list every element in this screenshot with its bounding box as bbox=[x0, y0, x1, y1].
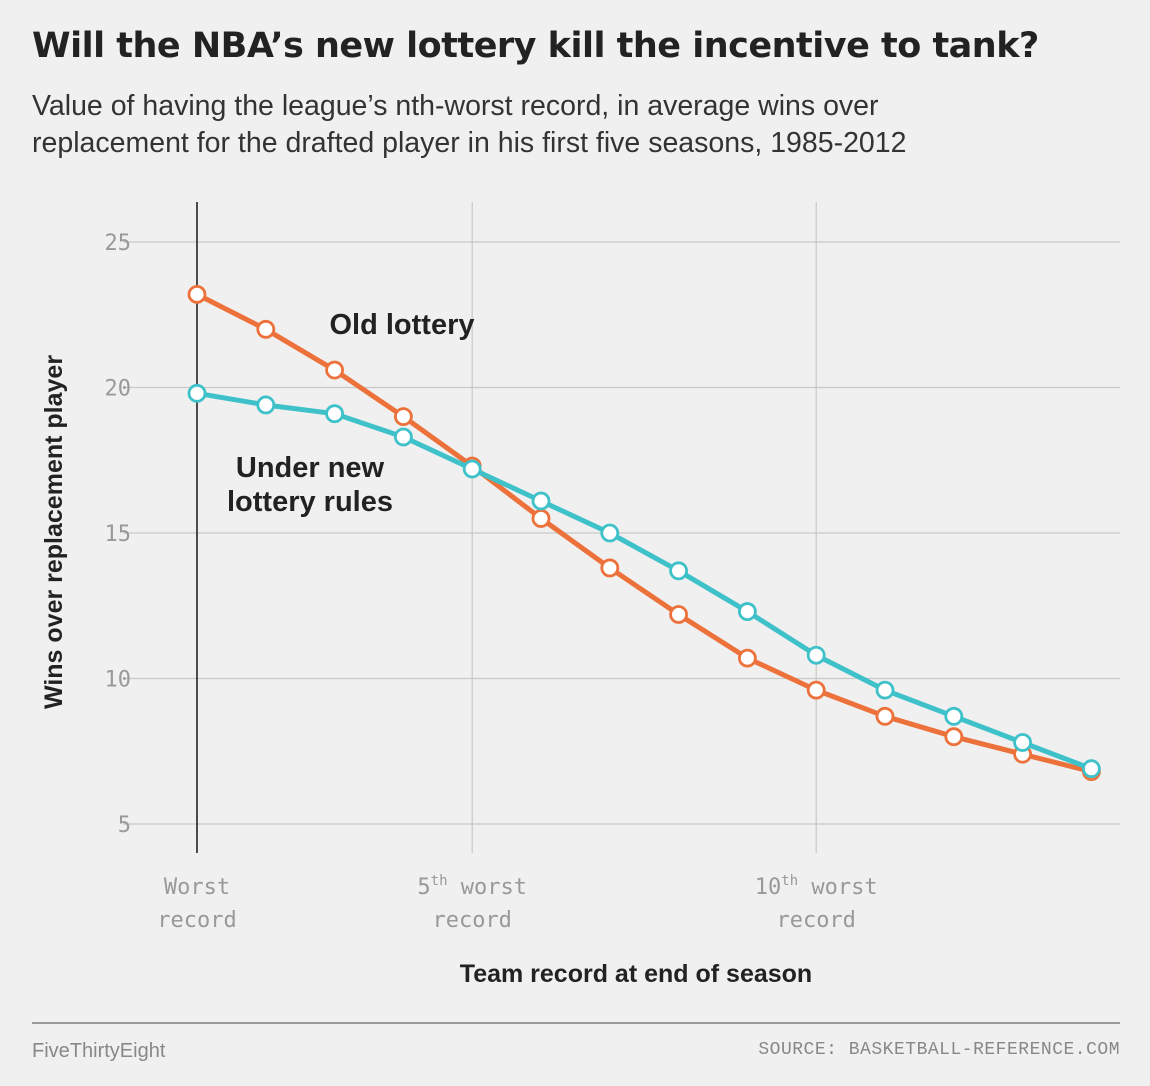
chart-title: Will the NBA’s new lottery kill the ince… bbox=[32, 26, 1039, 66]
y-tick-label: 15 bbox=[105, 522, 132, 547]
x-tick-label: Worst bbox=[164, 875, 230, 900]
data-point bbox=[669, 561, 688, 581]
data-point bbox=[944, 727, 964, 747]
x-tick-label-line2: record bbox=[776, 908, 855, 933]
data-point bbox=[1082, 759, 1101, 779]
data-point bbox=[462, 459, 482, 479]
y-tick-label: 5 bbox=[118, 813, 131, 838]
y-tick-label: 20 bbox=[105, 377, 132, 402]
data-point bbox=[531, 491, 551, 511]
series-label: lottery rules bbox=[227, 486, 393, 518]
data-point bbox=[944, 706, 964, 726]
y-axis-title: Wins over replacement player bbox=[40, 355, 68, 709]
data-point bbox=[393, 427, 413, 447]
x-tick-label-line2: record bbox=[157, 908, 236, 933]
data-point bbox=[806, 645, 826, 665]
y-tick-label: 10 bbox=[105, 668, 132, 693]
x-tick-label-line2: record bbox=[432, 908, 511, 933]
x-axis-title: Team record at end of season bbox=[460, 960, 812, 988]
data-point bbox=[256, 319, 276, 339]
data-point bbox=[738, 602, 757, 621]
data-point bbox=[738, 648, 757, 668]
series-line bbox=[194, 390, 1094, 772]
y-tick-label: 25 bbox=[105, 231, 132, 256]
data-point bbox=[325, 360, 345, 380]
data-point bbox=[669, 605, 688, 624]
source-label: SOURCE: BASKETBALL-REFERENCE.COM bbox=[758, 1040, 1120, 1060]
series-label: Under new bbox=[236, 452, 385, 484]
series-line bbox=[194, 291, 1094, 775]
brand-label: FiveThirtyEight bbox=[32, 1040, 166, 1062]
chart-subtitle: Value of having the league’s nth-worst r… bbox=[32, 88, 1132, 162]
series-label: Old lottery bbox=[329, 309, 474, 341]
data-point bbox=[1013, 733, 1032, 752]
x-tick-label: 10th worst bbox=[755, 873, 878, 900]
subtitle-line-1: Value of having the league’s nth-worst r… bbox=[32, 90, 879, 122]
data-point bbox=[875, 680, 895, 700]
data-point bbox=[187, 284, 207, 304]
line-chart: 5 10 15 20 25 Worst record 5th worst record 10th … bbox=[40, 202, 1120, 988]
data-point bbox=[806, 680, 826, 700]
data-point bbox=[531, 509, 551, 528]
data-point bbox=[187, 383, 207, 403]
footer-divider bbox=[32, 1022, 1120, 1024]
subtitle-line-2: replacement for the drafted player in hi… bbox=[32, 127, 907, 159]
x-tick-label: 5th worst bbox=[417, 873, 527, 900]
data-point bbox=[393, 407, 413, 427]
data-point bbox=[325, 404, 345, 424]
data-point bbox=[256, 395, 276, 415]
series-new-lottery bbox=[187, 383, 1101, 779]
data-point bbox=[600, 558, 620, 578]
data-point bbox=[600, 523, 620, 543]
data-point bbox=[875, 706, 895, 726]
